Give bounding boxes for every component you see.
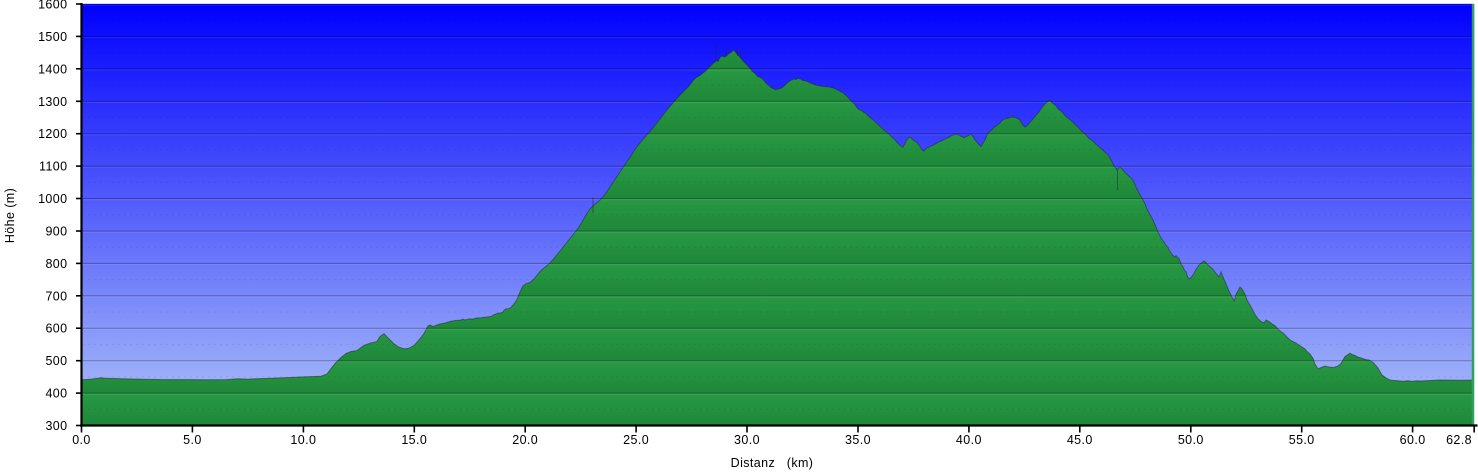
svg-text:Höhe (m): Höhe (m) [3, 188, 17, 243]
svg-text:600: 600 [45, 322, 67, 336]
svg-text:25.0: 25.0 [623, 433, 649, 447]
svg-text:20.0: 20.0 [512, 433, 538, 447]
svg-text:500: 500 [45, 354, 67, 368]
svg-text:1000: 1000 [38, 192, 67, 206]
svg-text:1300: 1300 [38, 95, 67, 109]
svg-text:700: 700 [45, 289, 67, 303]
svg-text:400: 400 [45, 387, 67, 401]
svg-text:300: 300 [45, 419, 67, 433]
svg-text:1400: 1400 [38, 62, 67, 76]
svg-text:40.0: 40.0 [956, 433, 982, 447]
svg-text:35.0: 35.0 [845, 433, 871, 447]
svg-text:0.0: 0.0 [72, 433, 91, 447]
svg-text:800: 800 [45, 257, 67, 271]
svg-text:55.0: 55.0 [1289, 433, 1315, 447]
svg-text:Distanz (km): Distanz (km) [731, 456, 814, 470]
svg-text:1100: 1100 [39, 160, 67, 174]
svg-text:1200: 1200 [38, 127, 67, 141]
svg-text:1500: 1500 [38, 30, 67, 44]
svg-text:5.0: 5.0 [183, 433, 202, 447]
svg-text:15.0: 15.0 [401, 433, 427, 447]
svg-text:50.0: 50.0 [1178, 433, 1204, 447]
svg-text:62.8: 62.8 [1446, 433, 1472, 447]
svg-text:60.0: 60.0 [1400, 433, 1426, 447]
svg-text:30.0: 30.0 [734, 433, 760, 447]
svg-text:1600: 1600 [38, 0, 67, 12]
svg-text:900: 900 [45, 225, 67, 239]
svg-text:45.0: 45.0 [1067, 433, 1093, 447]
svg-text:10.0: 10.0 [290, 433, 316, 447]
